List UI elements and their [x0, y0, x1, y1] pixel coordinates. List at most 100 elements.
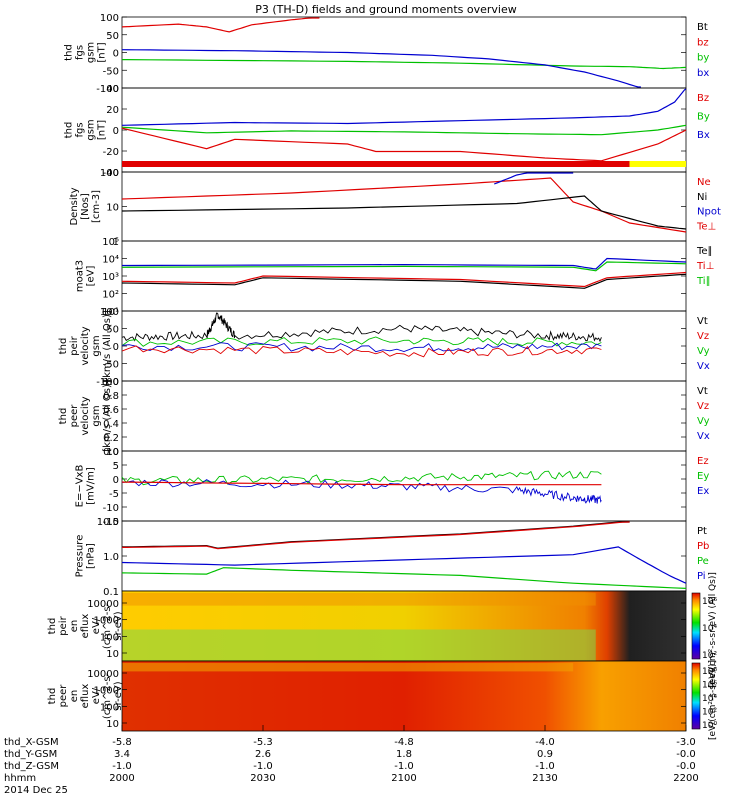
colorbar [691, 662, 701, 730]
y-tick-label: 20 [106, 105, 119, 116]
series-line [121, 127, 687, 162]
series-line [121, 17, 320, 33]
colorbar-tick: 10⁰ [702, 721, 717, 731]
panel-3: 10⁵ 10⁴ 10³ 10² 10¹ moat3 [eV] Te∥ Ti⊥ Ti∥ [75, 237, 715, 318]
series-line [121, 345, 602, 358]
y-axis-label: peer [58, 684, 69, 708]
y-axis-label: thd [58, 408, 69, 425]
series-line [121, 336, 602, 347]
series-line [121, 257, 687, 270]
x-tick-label: -4.8 [394, 737, 414, 748]
y-axis-label: [km/s (All Qs)] [102, 310, 113, 382]
y-axis-label: thd [47, 618, 58, 635]
heatmap-low-band [122, 629, 596, 661]
series-line [121, 521, 630, 550]
series-line [121, 261, 687, 272]
legend-entry: by [697, 53, 709, 64]
mode-bar-red [122, 161, 630, 167]
series-line [493, 172, 574, 185]
panel-frame [121, 16, 687, 89]
x-tick-label: -1.0 [535, 761, 555, 772]
panel-frame [121, 87, 687, 173]
y-tick-label: 1000 [94, 616, 119, 627]
y-axis-label: eV/ [91, 617, 102, 634]
y-tick-label: 100 [100, 168, 119, 179]
y-axis-label: gsm [91, 405, 102, 426]
y-axis-label: [cm-3] [91, 190, 102, 223]
legend-entry: Vt [697, 316, 708, 327]
heatmap-high-band [122, 663, 574, 672]
legend-entry: Bx [697, 130, 710, 141]
x-tick-label: -5.8 [112, 737, 132, 748]
figure-title: P3 (TH-D) fields and ground moments over… [255, 3, 517, 16]
x-tick-label: 2100 [391, 773, 416, 784]
y-tick-label: 0 [113, 126, 119, 137]
y-tick-label: 50 [106, 325, 119, 336]
series-line [121, 342, 602, 353]
colorbar-label-2: [eV/(cm²-s-sr-eV) (All Qs)] [708, 572, 718, 688]
y-tick-label: 10 [106, 447, 119, 458]
colorbar-label: [eV/(cm²-s-sr-eV)] [708, 660, 718, 740]
y-tick-label: -50 [103, 360, 119, 371]
y-axis-label: peir [69, 335, 80, 355]
legend-entry: By [697, 112, 710, 123]
x-tick-label: -1.0 [253, 761, 273, 772]
x-tick-label: -3.0 [676, 737, 696, 748]
y-axis-label: [eV] [86, 266, 97, 287]
y-axis-label: [nT] [97, 120, 108, 140]
y-tick-label: 50 [106, 31, 119, 42]
x-tick-label: -0.0 [676, 749, 696, 760]
x-tick-label: 2.6 [255, 749, 271, 760]
y-tick-label: -20 [103, 147, 119, 158]
y-tick-label: 100 [100, 13, 119, 24]
panel-0: 100 50 0 -50 -100 thd fgs gsm [nT] Bt bz by bx [64, 13, 710, 95]
panel-8: 10⁶ 10⁴ 10² 10000 1000 100 10 thd peir en eflux eV/… [47, 590, 717, 662]
y-axis-label: velocity [80, 326, 91, 365]
y-axis-label: [nPa] [86, 543, 97, 569]
y-tick-label: 10³ [102, 272, 119, 283]
y-tick-label: 0.1 [103, 587, 119, 598]
y-tick-label: -100 [96, 377, 119, 388]
legend-entry: Vx [697, 431, 710, 442]
panel-frame [121, 380, 687, 452]
y-axis-label: gsm [91, 335, 102, 356]
y-tick-label: 10.0 [97, 517, 119, 528]
y-tick-label: 10 [106, 719, 119, 730]
series-line [121, 273, 687, 289]
y-axis-label: peir [58, 615, 69, 635]
y-axis-label: fgs [75, 45, 86, 60]
x-tick-label: -1.0 [394, 761, 414, 772]
x-row-label: thd_Z-GSM [4, 761, 59, 772]
y-tick-label: 100 [100, 702, 119, 713]
legend-entry: bz [697, 37, 709, 48]
y-tick-label: 10 [106, 203, 119, 214]
y-axis-label: gsm [86, 42, 97, 63]
series-line [121, 88, 687, 126]
mode-bar-yellow [629, 161, 686, 167]
colorbar [691, 592, 701, 660]
legend-entry: Vy [697, 416, 710, 427]
x-tick-label: 2030 [250, 773, 275, 784]
legend-entry: Ni [697, 192, 707, 203]
series-line [121, 195, 687, 230]
y-axis-label: (cm^2-s- [102, 602, 113, 649]
y-tick-label: 0 [113, 49, 119, 60]
y-axis-label: en [69, 690, 80, 703]
colorbar-tick: 10⁴ [702, 694, 717, 704]
legend-entry: Vy [697, 346, 710, 357]
legend-entry: Ne [697, 177, 711, 188]
y-tick-label: 0 [113, 475, 119, 486]
panel-2: 100 10 1 Density [Nos] [cm-3] Ne Ni Npot Te⊥ [69, 168, 721, 248]
series-line [121, 124, 687, 136]
y-tick-label: 0.6 [103, 405, 119, 416]
x-tick-label: -5.3 [253, 737, 273, 748]
y-axis-label: sr-eV) [113, 611, 124, 640]
y-axis-label: sr-eV) [113, 681, 124, 710]
legend-entry: bx [697, 68, 709, 79]
y-axis-label: (cm^2-s- [102, 672, 113, 719]
y-axis-label: thd [47, 688, 58, 705]
legend-entry: Ti∥ [696, 276, 711, 287]
x-tick-label: -4.0 [535, 737, 555, 748]
y-axis-label: thd [64, 44, 75, 61]
